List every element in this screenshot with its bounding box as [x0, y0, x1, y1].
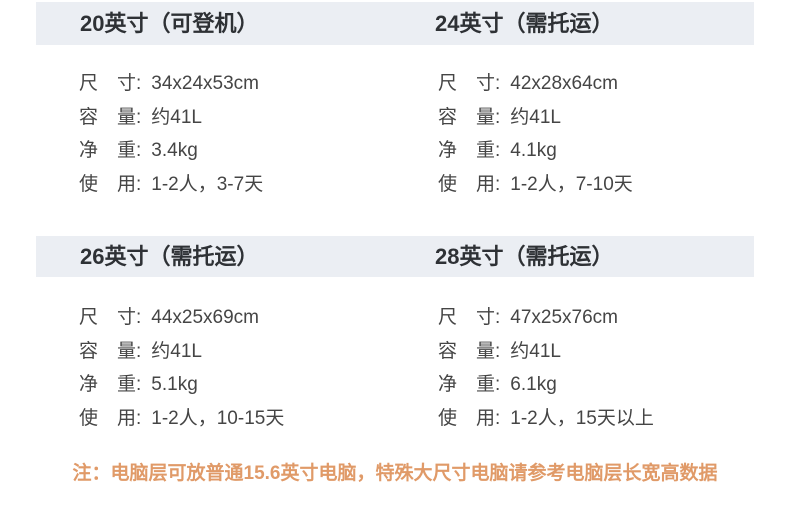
spec-value: 约41L	[151, 106, 202, 128]
spec-value: 5.1kg	[151, 374, 198, 395]
spec-row-capacity: 容 量: 约41L	[79, 101, 409, 135]
spec-label: 净 重:	[438, 140, 501, 161]
spec-label: 净 重:	[438, 374, 501, 395]
spec-value: 约41L	[151, 340, 202, 362]
spec-value: 1-2人，7-10天	[510, 173, 633, 195]
spec-value: 约41L	[510, 340, 561, 362]
spec-row-weight: 净 重: 3.4kg	[79, 134, 409, 168]
panel-title-24inch: 24英寸（需托运）	[435, 11, 614, 36]
panel-title-28inch: 28英寸（需托运）	[435, 244, 614, 269]
spec-row-weight: 净 重: 4.1kg	[438, 134, 768, 168]
spec-label: 净 重:	[79, 374, 142, 395]
header-bar-bottom: 26英寸（需托运） 28英寸（需托运）	[36, 236, 754, 277]
spec-row-weight: 净 重: 5.1kg	[79, 368, 409, 402]
spec-row-dimensions: 尺 寸: 44x25x69cm	[79, 301, 409, 335]
spec-label: 容 量:	[79, 340, 142, 362]
spec-label: 容 量:	[79, 106, 142, 128]
spec-label: 容 量:	[438, 340, 501, 362]
spec-value: 约41L	[510, 106, 561, 128]
spec-value: 47x25x76cm	[510, 307, 619, 328]
spec-row-capacity: 容 量: 约41L	[79, 335, 409, 369]
panel-specs-20inch: 尺 寸: 34x24x53cm 容 量: 约41L 净 重: 3.4kg 使 用: 1-…	[79, 67, 409, 201]
spec-label: 使 用:	[79, 407, 142, 429]
spec-label: 尺 寸:	[438, 73, 501, 94]
panel-specs-26inch: 尺 寸: 44x25x69cm 容 量: 约41L 净 重: 5.1kg 使 用: 1-…	[79, 301, 409, 435]
spec-row-capacity: 容 量: 约41L	[438, 335, 768, 369]
laptop-compartment-note: 注：电脑层可放普通15.6英寸电脑，特殊大尺寸电脑请参考电脑层长宽高数据	[72, 463, 718, 484]
panel-specs-28inch: 尺 寸: 47x25x76cm 容 量: 约41L 净 重: 6.1kg 使 用: 1-…	[438, 301, 768, 435]
header-bar-top: 20英寸（可登机） 24英寸（需托运）	[36, 2, 754, 45]
spec-row-usage: 使 用: 1-2人，3-7天	[79, 168, 409, 202]
spec-label: 净 重:	[79, 140, 142, 161]
spec-label: 使 用:	[79, 173, 142, 195]
spec-value: 1-2人，10-15天	[151, 407, 285, 429]
panel-specs-24inch: 尺 寸: 42x28x64cm 容 量: 约41L 净 重: 4.1kg 使 用: 1-…	[438, 67, 768, 201]
spec-label: 尺 寸:	[79, 307, 142, 328]
spec-value: 42x28x64cm	[510, 73, 619, 94]
spec-row-usage: 使 用: 1-2人，7-10天	[438, 168, 768, 202]
spec-value: 34x24x53cm	[151, 73, 260, 94]
spec-label: 使 用:	[438, 173, 501, 195]
spec-value: 3.4kg	[151, 140, 198, 161]
spec-row-usage: 使 用: 1-2人，15天以上	[438, 402, 768, 436]
spec-value: 6.1kg	[510, 374, 557, 395]
spec-row-weight: 净 重: 6.1kg	[438, 368, 768, 402]
spec-row-capacity: 容 量: 约41L	[438, 101, 768, 135]
spec-row-dimensions: 尺 寸: 34x24x53cm	[79, 67, 409, 101]
spec-label: 尺 寸:	[438, 307, 501, 328]
spec-value: 44x25x69cm	[151, 307, 260, 328]
spec-row-dimensions: 尺 寸: 47x25x76cm	[438, 301, 768, 335]
panel-title-26inch: 26英寸（需托运）	[80, 244, 259, 269]
spec-value: 4.1kg	[510, 140, 557, 161]
spec-row-usage: 使 用: 1-2人，10-15天	[79, 402, 409, 436]
spec-value: 1-2人，15天以上	[510, 407, 654, 429]
spec-row-dimensions: 尺 寸: 42x28x64cm	[438, 67, 768, 101]
spec-label: 使 用:	[438, 407, 501, 429]
spec-value: 1-2人，3-7天	[151, 173, 264, 195]
spec-label: 容 量:	[438, 106, 501, 128]
spec-label: 尺 寸:	[79, 73, 142, 94]
panel-title-20inch: 20英寸（可登机）	[80, 11, 259, 36]
